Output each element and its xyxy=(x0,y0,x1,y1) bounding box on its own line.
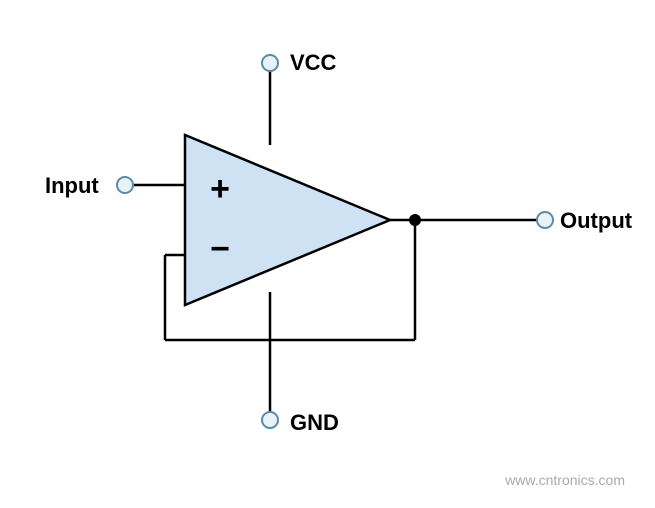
gnd-terminal xyxy=(262,412,278,428)
output-terminal xyxy=(537,212,553,228)
minus-symbol: − xyxy=(210,230,230,268)
vcc-label: VCC xyxy=(290,50,337,75)
input-terminal xyxy=(117,177,133,193)
output-junction-node xyxy=(409,214,421,226)
input-label: Input xyxy=(45,173,99,198)
watermark-text: www.cntronics.com xyxy=(505,472,625,488)
gnd-label: GND xyxy=(290,410,339,435)
opamp-voltage-follower-diagram: + − VCC Input Output GND xyxy=(0,0,655,508)
output-label: Output xyxy=(560,208,633,233)
vcc-terminal xyxy=(262,55,278,71)
opamp-triangle xyxy=(185,135,390,305)
plus-symbol: + xyxy=(210,170,230,208)
